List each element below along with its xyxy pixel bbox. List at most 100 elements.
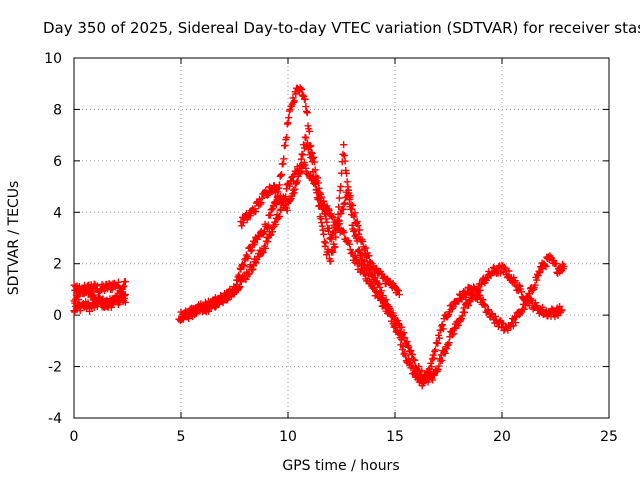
plot-frame <box>73 57 610 419</box>
data-point-track-d <box>428 355 436 363</box>
data-point-track-e <box>358 265 366 273</box>
data-point-track-f <box>274 188 282 196</box>
data-point-track-e <box>403 338 411 346</box>
data-point-track-e <box>268 228 276 236</box>
data-point-track-d <box>290 98 298 106</box>
data-point-track-e <box>461 308 469 316</box>
y-tick-label: -4 <box>48 411 62 427</box>
data-point-track-f <box>311 166 319 174</box>
data-point-track-d <box>434 339 442 347</box>
data-point-track-d <box>536 269 544 277</box>
data-point-track-e <box>435 362 443 370</box>
data-point-track-d <box>264 221 272 229</box>
data-point-track-f <box>322 215 330 223</box>
data-point-track-e <box>329 214 337 222</box>
data-point-track-e <box>409 351 417 359</box>
data-point-track-f <box>339 205 347 213</box>
data-point-track-d <box>320 230 328 238</box>
data-point-track-d <box>405 355 413 363</box>
data-point-track-e <box>261 244 269 252</box>
data-point-track-e <box>454 322 462 330</box>
data-point-track-f <box>286 196 294 204</box>
data-point-track-a <box>71 299 79 307</box>
data-point-track-d <box>512 319 520 327</box>
data-point-track-d <box>343 178 351 186</box>
data-point-track-f <box>335 216 343 224</box>
data-point-track-d <box>375 280 383 288</box>
data-point-track-d <box>303 107 311 115</box>
data-point-track-e <box>478 280 486 288</box>
data-point-track-e <box>465 302 473 310</box>
data-point-track-d <box>319 226 327 234</box>
data-point-track-d <box>535 267 543 275</box>
data-point-track-d <box>329 248 337 256</box>
data-point-track-f <box>346 192 354 200</box>
data-point-track-e <box>557 307 565 315</box>
data-point-track-e <box>356 260 364 268</box>
data-point-track-c <box>83 284 91 292</box>
data-point-track-d <box>240 262 248 270</box>
data-point-track-d <box>331 243 339 251</box>
data-point-track-d <box>376 283 384 291</box>
data-point-track-d <box>327 257 335 265</box>
data-point-track-a <box>114 278 122 286</box>
data-point-track-e <box>457 316 465 324</box>
data-point-track-e <box>448 331 456 339</box>
data-point-track-e <box>415 362 423 370</box>
data-point-track-f <box>252 208 260 216</box>
data-point-track-e <box>276 206 284 214</box>
data-point-track-d <box>285 114 293 122</box>
data-point-track-d <box>542 263 550 271</box>
data-point-track-d <box>298 85 306 93</box>
data-point-track-f <box>314 179 322 187</box>
data-point-track-e <box>377 297 385 305</box>
data-point-track-d <box>433 339 441 347</box>
data-point-track-d <box>373 279 381 287</box>
data-point-track-e <box>380 298 388 306</box>
x-tick-label: 0 <box>70 429 79 445</box>
data-point-track-d <box>429 351 437 359</box>
data-point-track-f <box>290 189 298 197</box>
data-point-track-d <box>458 295 466 303</box>
data-point-track-d <box>394 328 402 336</box>
data-point-track-d <box>337 183 345 191</box>
data-point-track-f <box>347 200 355 208</box>
data-point-track-e <box>236 283 244 291</box>
data-point-track-e <box>275 212 283 220</box>
data-point-track-e <box>346 246 354 254</box>
data-point-track-e <box>418 367 426 375</box>
data-point-track-d <box>318 222 326 230</box>
data-point-track-d <box>268 206 276 214</box>
data-point-track-f <box>309 155 317 163</box>
data-point-track-e <box>411 356 419 364</box>
data-point-track-e <box>248 266 256 274</box>
data-point-track-f <box>308 149 316 157</box>
data-point-track-e <box>458 312 466 320</box>
data-point-track-f <box>328 235 336 243</box>
data-point-track-d <box>342 169 350 177</box>
data-point-track-d <box>480 301 488 309</box>
data-point-track-b <box>71 308 79 316</box>
data-point-track-e <box>311 180 319 188</box>
x-axis-label: GPS time / hours <box>282 458 399 474</box>
data-point-track-e <box>235 284 243 292</box>
data-point-track-e <box>510 278 518 286</box>
data-point-track-d <box>520 305 528 313</box>
y-tick-label: -2 <box>48 360 62 376</box>
data-point-track-f <box>280 194 288 202</box>
y-tick-label: 2 <box>53 257 62 273</box>
data-point-track-f <box>296 163 304 171</box>
data-point-track-d <box>320 238 328 246</box>
data-point-track-f <box>360 245 368 253</box>
data-point-track-e <box>230 290 238 298</box>
data-point-track-d <box>283 120 291 128</box>
x-tick-label: 10 <box>279 429 297 445</box>
data-point-track-f <box>341 199 349 207</box>
data-point-track-f <box>350 213 358 221</box>
data-point-track-e <box>277 205 285 213</box>
data-point-track-e <box>511 277 519 285</box>
data-point-track-f <box>310 158 318 166</box>
data-point-track-d <box>290 97 298 105</box>
data-point-track-e <box>352 256 360 264</box>
data-point-track-f <box>365 252 373 260</box>
